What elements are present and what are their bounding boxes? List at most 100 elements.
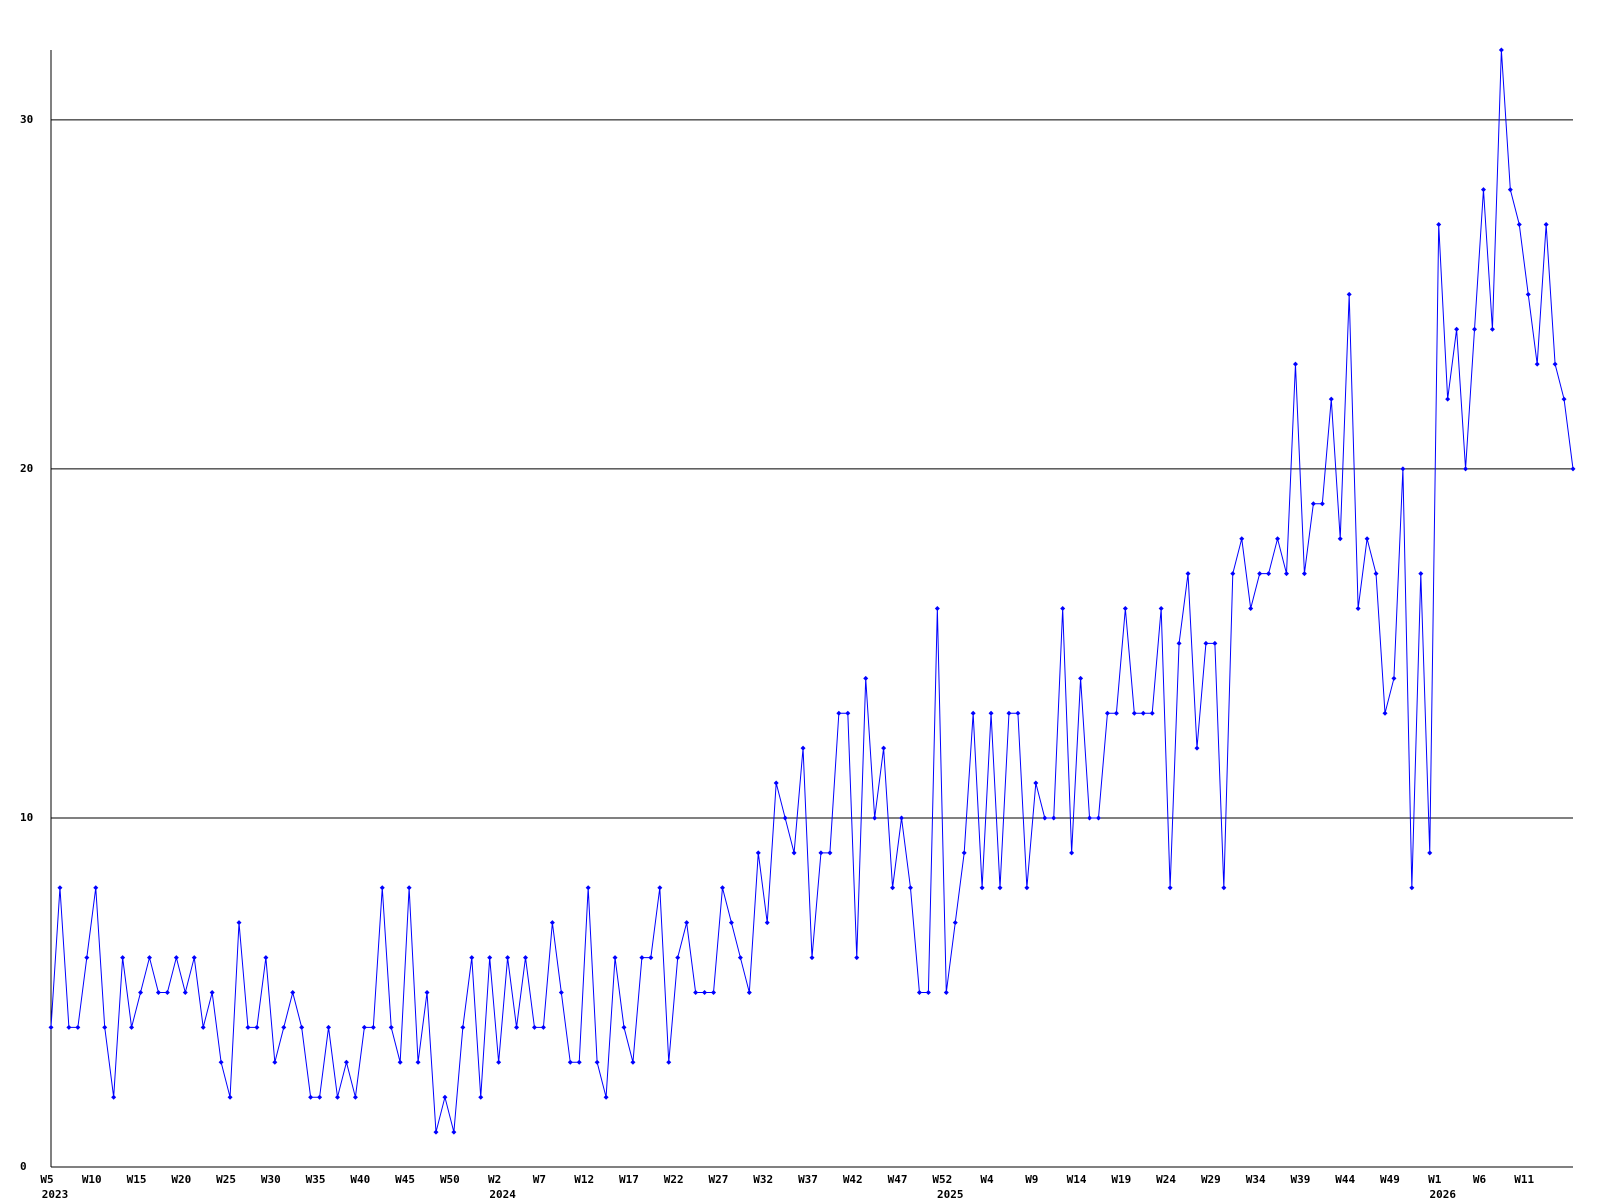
data-point (1516, 222, 1522, 228)
data-point (254, 1024, 260, 1030)
data-point (970, 710, 976, 716)
data-point (1113, 710, 1119, 716)
data-point (1561, 396, 1567, 402)
data-point (424, 989, 430, 995)
data-point (397, 1059, 403, 1065)
data-point (890, 885, 896, 891)
data-point (1382, 710, 1388, 716)
y-tick-label: 0 (20, 1160, 27, 1173)
x-tick-label: W5 (40, 1173, 53, 1186)
data-point (182, 989, 188, 995)
data-point (997, 885, 1003, 891)
y-tick-label: 10 (20, 811, 33, 824)
data-point (1498, 47, 1504, 53)
data-point (523, 955, 529, 961)
data-point (1095, 815, 1101, 821)
data-point (299, 1024, 305, 1030)
y-tick-label: 20 (20, 462, 33, 475)
data-point (1454, 326, 1460, 332)
data-point (478, 1094, 484, 1100)
x-tick-label: W29 (1201, 1173, 1221, 1186)
data-point (540, 1024, 546, 1030)
x-year-label: 2023 (42, 1188, 69, 1200)
data-point (93, 885, 99, 891)
data-point (1319, 501, 1325, 507)
x-tick-label: W6 (1473, 1173, 1487, 1186)
x-tick-label: W52 (932, 1173, 952, 1186)
data-point (1436, 222, 1442, 228)
data-point (872, 815, 878, 821)
data-point (558, 989, 564, 995)
x-tick-label: W34 (1246, 1173, 1266, 1186)
data-point (639, 955, 645, 961)
data-point (308, 1094, 314, 1100)
data-point (899, 815, 905, 821)
x-tick-label: W14 (1067, 1173, 1087, 1186)
data-point (800, 745, 806, 751)
data-point (1301, 571, 1307, 577)
data-point (1409, 885, 1415, 891)
x-tick-label: W25 (216, 1173, 236, 1186)
data-point (549, 920, 555, 926)
x-tick-label: W47 (888, 1173, 908, 1186)
data-point (1355, 606, 1361, 611)
data-point (138, 989, 144, 995)
data-point (881, 745, 887, 751)
data-point (585, 885, 591, 891)
data-point (719, 885, 725, 891)
data-point (66, 1024, 72, 1030)
data-point (755, 850, 761, 856)
x-tick-label: W4 (980, 1173, 994, 1186)
data-point (1042, 815, 1048, 821)
data-point (728, 920, 734, 926)
data-point (1158, 606, 1164, 611)
data-point (317, 1094, 323, 1100)
data-point (1248, 606, 1254, 611)
x-tick-label: W7 (533, 1173, 546, 1186)
data-point (487, 955, 493, 961)
data-point (1489, 326, 1495, 332)
data-point (1543, 222, 1549, 228)
data-point (1024, 885, 1030, 891)
data-point (675, 955, 681, 961)
data-point (120, 955, 126, 961)
x-tick-label: W27 (709, 1173, 729, 1186)
data-point (496, 1059, 502, 1065)
data-point (290, 989, 296, 995)
data-point (603, 1094, 609, 1100)
data-point (1122, 606, 1128, 611)
x-tick-label: W15 (127, 1173, 147, 1186)
x-tick-label: W32 (753, 1173, 773, 1186)
data-point (630, 1059, 636, 1065)
data-point (854, 955, 860, 961)
x-year-label: 2025 (937, 1188, 964, 1200)
data-point (334, 1094, 340, 1100)
data-point (102, 1024, 108, 1030)
x-tick-label: W50 (440, 1173, 460, 1186)
data-point (129, 1024, 135, 1030)
data-point (370, 1024, 376, 1030)
data-point (1427, 850, 1433, 856)
data-point (1364, 536, 1370, 542)
data-point (1463, 466, 1469, 472)
x-year-label: 2024 (489, 1188, 516, 1200)
data-point (236, 920, 242, 926)
data-point (1480, 187, 1486, 193)
data-point (1051, 815, 1057, 821)
data-point (415, 1059, 421, 1065)
data-point (218, 1059, 224, 1065)
data-point (155, 989, 161, 995)
data-point (1534, 361, 1540, 367)
data-point (764, 920, 770, 926)
data-point (791, 850, 797, 856)
data-point (514, 1024, 520, 1030)
data-point (245, 1024, 251, 1030)
data-point (505, 955, 511, 961)
data-point (263, 955, 269, 961)
data-point (442, 1094, 448, 1100)
data-point (326, 1024, 332, 1030)
data-point (594, 1059, 600, 1065)
data-point (146, 955, 152, 961)
data-point (693, 989, 699, 995)
